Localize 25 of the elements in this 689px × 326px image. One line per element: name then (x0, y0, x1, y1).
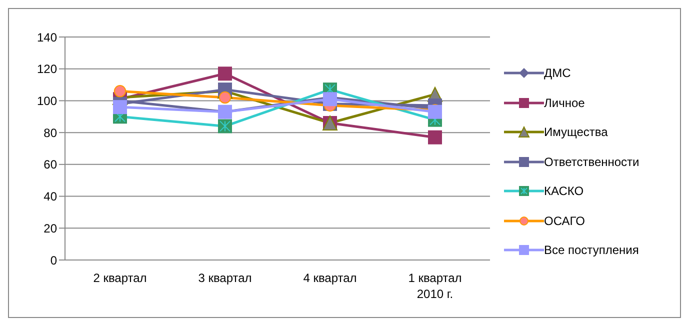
legend-label: Ответственности (544, 154, 640, 168)
point (113, 100, 127, 114)
y-tick-label: 20 (44, 221, 58, 236)
legend-label: ОСАГО (544, 214, 585, 228)
legend-label: ДМС (544, 66, 571, 80)
legend-label: КАСКО (544, 184, 584, 198)
x-tick-label: 2 квартал (93, 271, 147, 285)
point (218, 91, 232, 104)
y-tick-label: 60 (44, 158, 58, 172)
point (428, 130, 442, 144)
y-tick-label: 80 (44, 126, 58, 140)
x-tick-label: 3 квартал (198, 271, 252, 285)
x-tick-label: 1 квартал 2010 г. (408, 271, 462, 301)
x-tick-label: 4 квартал (303, 271, 357, 285)
legend-label: Личное (544, 96, 585, 110)
legend-label: Имущества (544, 125, 608, 139)
y-tick-label: 40 (44, 190, 58, 204)
point (218, 66, 232, 81)
y-tick-label: 120 (36, 62, 58, 76)
y-tick-label: 140 (36, 30, 58, 44)
y-tick-label: 100 (36, 94, 58, 108)
point (428, 104, 442, 119)
point (114, 85, 126, 98)
legend-label: Все поступления (544, 243, 639, 257)
y-tick-label: 0 (50, 253, 58, 268)
